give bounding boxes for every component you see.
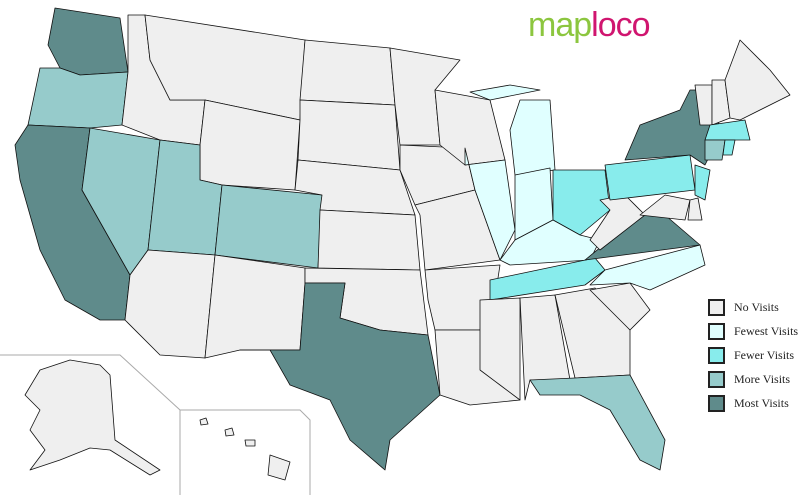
state-shape[interactable] xyxy=(224,427,235,437)
state-ms[interactable] xyxy=(479,297,521,401)
state-de[interactable] xyxy=(687,197,703,221)
state-wa[interactable] xyxy=(47,7,129,76)
state-tx[interactable] xyxy=(239,282,441,471)
state-shape[interactable] xyxy=(414,189,501,271)
state-shape[interactable] xyxy=(299,39,396,106)
state-shape[interactable] xyxy=(499,219,601,266)
state-shape[interactable] xyxy=(552,169,611,236)
state-ct[interactable] xyxy=(704,139,726,161)
state-shape[interactable] xyxy=(479,297,521,401)
state-shape[interactable] xyxy=(529,374,666,471)
state-az[interactable] xyxy=(124,249,216,359)
state-shape[interactable] xyxy=(589,244,706,291)
state-ri[interactable] xyxy=(722,139,736,156)
state-shape[interactable] xyxy=(724,39,791,121)
state-shape[interactable] xyxy=(704,139,726,161)
state-oh[interactable] xyxy=(552,169,611,236)
legend-label: Fewer Visits xyxy=(734,347,795,362)
state-shape[interactable] xyxy=(27,67,129,129)
state-shape[interactable] xyxy=(47,7,129,76)
state-shape[interactable] xyxy=(704,119,751,141)
state-pa[interactable] xyxy=(604,154,696,201)
state-nm[interactable] xyxy=(204,254,306,359)
legend-label: Most Visits xyxy=(734,395,789,410)
legend-label: Fewest Visits xyxy=(734,323,799,338)
state-me[interactable] xyxy=(724,39,791,121)
state-shape[interactable] xyxy=(694,164,711,201)
state-shape[interactable] xyxy=(239,282,441,471)
legend: No Visits Fewest Visits Fewer Visits Mor… xyxy=(708,295,798,415)
state-or[interactable] xyxy=(27,67,129,129)
maploco-logo: maploco xyxy=(528,6,651,45)
state-shape[interactable] xyxy=(687,197,703,221)
legend-item-none: No Visits xyxy=(708,295,798,319)
state-shape[interactable] xyxy=(589,282,651,331)
hawaii-inset-border xyxy=(180,409,311,495)
state-shape[interactable] xyxy=(124,249,216,359)
state-shape[interactable] xyxy=(244,439,256,447)
state-shape[interactable] xyxy=(469,84,541,101)
state-sd[interactable] xyxy=(297,99,401,171)
state-ks[interactable] xyxy=(317,209,421,271)
legend-swatch xyxy=(708,298,725,316)
state-fl[interactable] xyxy=(529,374,666,471)
legend-label: More Visits xyxy=(734,371,791,386)
legend-item-more: More Visits xyxy=(708,367,798,391)
logo-part-loco: loco xyxy=(591,6,650,44)
state-nj[interactable] xyxy=(694,164,711,201)
legend-swatch xyxy=(708,346,725,364)
state-shape[interactable] xyxy=(489,257,606,301)
legend-label: No Visits xyxy=(734,299,779,314)
state-nd[interactable] xyxy=(299,39,396,106)
state-shape[interactable] xyxy=(604,154,696,201)
alaska-inset-border xyxy=(0,354,181,495)
state-shape[interactable] xyxy=(317,209,421,271)
state-shape[interactable] xyxy=(509,99,556,176)
state-shape[interactable] xyxy=(722,139,736,156)
legend-item-most: Most Visits xyxy=(708,391,798,415)
state-mo[interactable] xyxy=(414,189,501,271)
state-ak[interactable] xyxy=(24,359,161,476)
state-shape[interactable] xyxy=(297,99,401,171)
state-shape[interactable] xyxy=(204,254,306,359)
logo-part-map: map xyxy=(528,6,592,44)
legend-item-fewest: Fewest Visits xyxy=(708,319,798,343)
legend-swatch xyxy=(708,394,725,412)
state-co[interactable] xyxy=(214,184,323,269)
state-shape[interactable] xyxy=(199,417,209,426)
legend-item-fewer: Fewer Visits xyxy=(708,343,798,367)
state-shape[interactable] xyxy=(267,454,291,481)
state-ma[interactable] xyxy=(704,119,751,141)
state-tn[interactable] xyxy=(489,257,606,301)
state-nc[interactable] xyxy=(589,244,706,291)
state-sc[interactable] xyxy=(589,282,651,331)
state-shape[interactable] xyxy=(214,184,323,269)
state-shape[interactable] xyxy=(24,359,161,476)
state-ky[interactable] xyxy=(499,219,601,266)
state-hi[interactable] xyxy=(199,417,291,481)
legend-swatch xyxy=(708,370,725,388)
legend-swatch xyxy=(708,322,725,340)
